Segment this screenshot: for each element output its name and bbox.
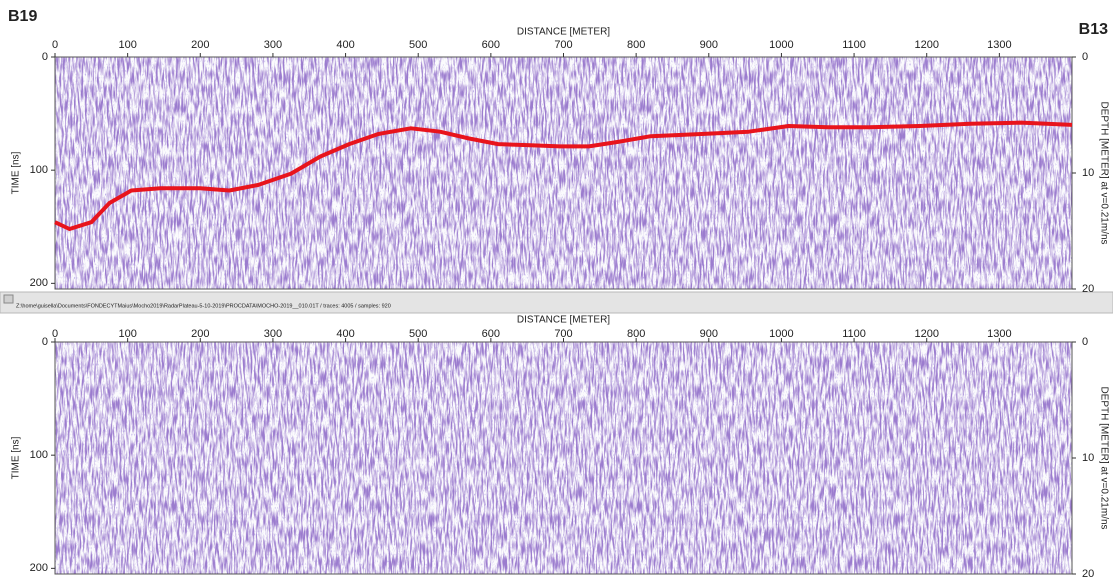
status-text: Z:\home\guisella\Documents\FONDECYTMaius…	[16, 303, 391, 309]
x-axis-label: DISTANCE [METER]	[517, 27, 610, 38]
status-bar	[0, 291, 1113, 314]
scroll-thumb[interactable]	[3, 294, 14, 304]
end-label: B13	[1079, 21, 1108, 38]
y2-tick-label: 10	[1082, 452, 1094, 464]
x-tick-label: 300	[264, 328, 282, 340]
radargram-texture	[55, 342, 1072, 574]
y2-axis-label: DEPTH [METER] at v=0.21m/ns	[1098, 101, 1109, 244]
start-label: B19	[8, 8, 37, 25]
x-tick-label: 1200	[914, 39, 938, 51]
x-tick-label: 900	[700, 39, 718, 51]
x-tick-label: 1300	[987, 328, 1011, 340]
x-tick-label: 0	[52, 328, 58, 340]
interface-line	[54, 120, 1073, 231]
y-axis-label: TIME [ns]	[11, 436, 22, 479]
y-tick-label: 200	[30, 277, 48, 289]
x-tick-label: 200	[191, 39, 209, 51]
x-tick-label: 100	[118, 328, 136, 340]
x-axis-label: DISTANCE [METER]	[517, 315, 610, 326]
radargram-texture	[55, 57, 1072, 289]
x-tick-label: 700	[554, 328, 572, 340]
x-tick-label: 800	[627, 39, 645, 51]
x-tick-label: 1200	[914, 328, 938, 340]
y-tick-label: 0	[42, 51, 48, 63]
x-tick-label: 500	[409, 328, 427, 340]
y2-tick-label: 10	[1082, 167, 1094, 179]
x-tick-label: 1000	[769, 328, 793, 340]
y2-axis-label: DEPTH [METER] at v=0.21m/ns	[1098, 386, 1109, 529]
y2-tick-label: 20	[1082, 568, 1094, 580]
x-tick-label: 600	[482, 39, 500, 51]
y2-tick-label: 20	[1082, 283, 1094, 295]
x-tick-label: 0	[52, 39, 58, 51]
x-tick-label: 1100	[842, 39, 866, 51]
x-tick-label: 800	[627, 328, 645, 340]
x-tick-label: 1300	[987, 39, 1011, 51]
x-tick-label: 400	[336, 39, 354, 51]
y-axis-label: TIME [ns]	[11, 151, 22, 194]
x-tick-label: 900	[700, 328, 718, 340]
y-tick-label: 100	[30, 164, 48, 176]
y2-tick-label: 0	[1082, 336, 1088, 348]
y-tick-label: 200	[30, 562, 48, 574]
x-tick-label: 600	[482, 328, 500, 340]
x-tick-label: 1000	[769, 39, 793, 51]
x-tick-label: 100	[118, 39, 136, 51]
y-tick-label: 0	[42, 336, 48, 348]
x-tick-label: 500	[409, 39, 427, 51]
y2-tick-label: 0	[1082, 51, 1088, 63]
x-tick-label: 400	[336, 328, 354, 340]
y-tick-label: 100	[30, 449, 48, 461]
x-tick-label: 200	[191, 328, 209, 340]
x-tick-label: 700	[554, 39, 572, 51]
x-tick-label: 1100	[842, 328, 866, 340]
x-tick-label: 300	[264, 39, 282, 51]
